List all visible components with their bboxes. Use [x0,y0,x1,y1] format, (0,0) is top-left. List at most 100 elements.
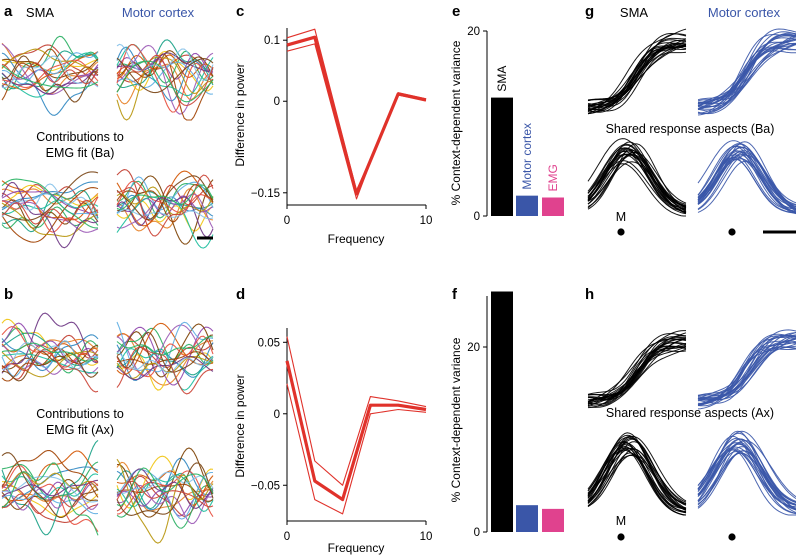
panel-c-x-tick-label: 10 [420,215,433,227]
panel-g-movement-marker-sma [617,228,625,236]
panel-e-category-label-sma: SMA [495,66,509,92]
neuron-trace [1,348,99,382]
neuron-trace [116,326,214,386]
neuron-trace [1,481,99,518]
neuron-trace [116,176,214,214]
neuron-trace [116,175,214,221]
panel-letter-f: f [452,286,458,303]
panel-d-power-chart: 0.05 0 −0.05 0 10 Frequency Difference in po… [233,328,432,555]
neuron-trace [1,64,99,89]
shared-response-trace [697,432,796,503]
shared-response-trace [697,47,796,108]
neuron-trace [1,472,99,492]
neuron-trace [1,202,99,237]
shared-response-trace [587,330,686,402]
shared-response-trace [587,339,687,403]
panel-d-mean-line [285,360,427,502]
neuron-trace [1,181,99,249]
panel-d-upper-line [286,336,427,486]
panel-c-upper-line [286,28,427,191]
panel-f-bar-chart: 0 20 % Context-dependent variance [449,291,564,539]
neuron-trace [116,54,214,79]
shared-response-trace [697,446,796,506]
shared-response-trace [697,28,796,101]
neuron-trace [1,487,99,511]
panel-d-lower-line [286,383,427,515]
panel-h-movement-marker-motor-cortex [728,533,736,541]
panel-h-motor-cortex-shared-traces [697,430,796,516]
panel-a-motor-cortex-emg-contribution-traces [116,169,214,249]
neuron-trace [116,483,214,502]
neuron-trace [1,52,99,116]
panel-e-bar-emg [542,197,564,216]
shared-response-trace [587,338,687,400]
neuron-trace [116,351,214,365]
neuron-trace [1,312,99,374]
neuron-trace [116,50,214,84]
panel-letter-d: d [236,286,245,303]
panel-letter-a: a [4,3,13,20]
shared-response-trace [587,42,687,101]
neuron-trace [1,350,99,378]
shared-response-trace [587,39,687,101]
panel-g-sma-title: SMA [620,5,649,20]
panel-g-shared-caption: Shared response aspects (Ba) [606,122,775,136]
panel-d-x-label: Frequency [328,541,385,555]
shared-response-trace [587,45,687,106]
panel-f-bar-sma [491,291,513,532]
panel-letter-g: g [585,3,594,20]
neuron-trace [116,351,214,374]
shared-response-trace [587,342,687,396]
shared-response-trace [587,440,687,516]
panel-a-sma-traces [1,35,99,116]
panel-c-y-tick-label: 0.1 [264,35,280,47]
neuron-trace [116,333,214,368]
neuron-trace [116,196,214,249]
shared-response-trace [587,452,687,513]
neuron-trace [116,331,214,373]
neuron-trace [1,332,99,366]
panel-b-sma-traces [1,312,99,393]
panel-c-lower-line [286,43,427,200]
shared-response-trace [697,43,796,115]
panel-c-x-tick-label: 0 [284,215,290,227]
shared-response-trace [587,434,687,505]
panel-f-y-tick-label: 0 [474,527,480,539]
shared-response-trace [587,163,686,217]
panel-a-sma-emg-contribution-traces [1,171,99,249]
neuron-trace [116,60,214,103]
neuron-trace [1,196,99,233]
neuron-trace [1,43,99,96]
panel-a-caption-line1: Contributions to [36,130,124,144]
neuron-trace [116,346,214,395]
panel-a-caption-line2: EMG fit (Ba) [46,146,115,160]
neuron-trace [1,62,99,85]
panel-g-motor-cortex-traces [697,28,796,116]
panel-b-sma-emg-contribution-traces [1,439,99,536]
panel-e-y-label: % Context-dependent variance [449,40,463,205]
panel-b-caption-line1: Contributions to [36,407,124,421]
panel-g-sma-traces [587,28,687,115]
shared-response-trace [587,147,687,210]
panel-e-y-tick-label: 0 [474,211,480,223]
neuron-trace [116,335,214,356]
neuron-trace [116,174,214,237]
shared-response-trace [697,341,796,396]
shared-response-trace [697,160,796,215]
neuron-trace [1,55,99,89]
neuron-trace [116,54,214,107]
neuron-trace [116,470,214,517]
neuron-trace [116,188,214,232]
panel-f-y-tick-label: 20 [467,342,480,354]
shared-response-trace [587,33,687,109]
neuron-trace [1,350,99,382]
neuron-trace [1,178,98,229]
panel-b-caption-line2: EMG fit (Ax) [46,423,114,437]
shared-response-trace [697,43,796,110]
neuron-trace [116,44,213,113]
panel-b-motor-cortex-traces [116,321,214,395]
neuron-trace [116,348,214,391]
neuron-trace [116,462,214,516]
neuron-trace [1,55,99,103]
